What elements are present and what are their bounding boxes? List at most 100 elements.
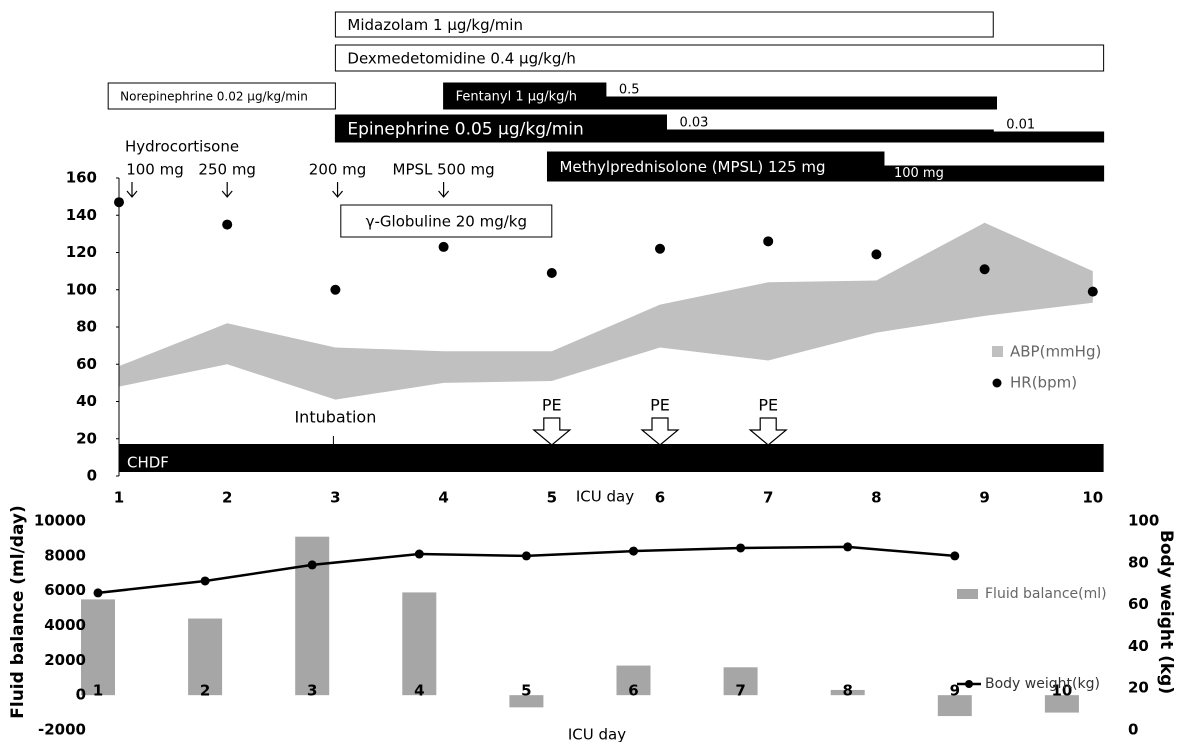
y2-axis-title: Body weight (kg) [1156,530,1176,694]
weight-point [629,546,638,556]
x-tick-label: 9 [979,489,989,507]
y2-tick-label: 20 [1128,679,1149,697]
y-tick-label: 140 [66,206,97,224]
x-tick-label: 3 [307,682,317,700]
legend-swatch [965,680,973,688]
drug-label: Fentanyl 1 μg/kg/h [456,90,577,105]
legend-label: HR(bpm) [1010,374,1077,392]
drug-bar [546,151,885,182]
legend-label: Body weight(kg) [985,676,1100,692]
drug-bar [665,129,994,143]
weight-point [93,588,103,598]
drug-bar [107,82,336,110]
y2-tick-label: 0 [1128,721,1138,739]
x-tick-label: 7 [735,682,745,700]
hydrocortisone-label: Hydrocortisone [125,138,239,156]
legend-swatch [992,378,1002,388]
weight-point [200,576,210,586]
dose-label: 250 mg [198,161,256,179]
y-tick-label: 40 [76,392,97,410]
x-tick-label: 9 [950,682,960,700]
legend-label: Fluid balance(ml) [985,586,1107,602]
x-tick-label: 4 [438,489,448,507]
hr-point [655,243,665,254]
x-tick-label: 7 [763,489,773,507]
hr-point [438,241,449,252]
pe-arrow [748,417,788,446]
drug-bar [992,131,1105,143]
y2-tick-label: 80 [1128,553,1149,571]
y-tick-label: 8000 [44,546,86,564]
pe-label: PE [650,396,670,415]
y-tick-label: 2000 [44,651,86,669]
pe-arrow [532,417,572,446]
y-tick-label: 160 [66,169,97,187]
abp-band [119,222,1093,400]
y-tick-label: 4000 [44,616,86,634]
hr-point [763,236,774,247]
fluid-bar [188,618,223,696]
x-tick-label: 10 [1051,682,1072,700]
legend-swatch [957,589,978,599]
y-tick-label: 120 [66,243,97,261]
drug-label: Methylprednisolone (MPSL) 125 mg [559,158,825,176]
weight-point [843,542,853,552]
pe-label: PE [542,396,562,415]
intubation-label: Intubation [294,408,376,427]
x-tick-label: 6 [628,682,638,700]
drug-label: Dexmedetomidine 0.4 μg/kg/h [347,50,576,68]
chdf-label: CHDF [127,454,169,472]
drug-label: Midazolam 1 μg/kg/min [347,16,523,34]
fluid-bar [830,689,865,696]
fluid-bar [616,665,651,696]
fluid-bar [509,695,544,708]
y-tick-label: 100 [66,280,97,298]
y-tick-label: -2000 [38,721,86,739]
globuline-box [340,204,553,238]
y2-tick-label: 40 [1128,637,1149,655]
x-tick-label: 10 [1082,489,1103,507]
chdf-bar [119,444,1104,472]
arrow-head [221,190,233,198]
x-tick-label: 1 [114,489,124,507]
dose-label: 200 mg [309,161,367,179]
pe-label: PE [758,396,778,415]
y-tick-label: 10000 [34,512,86,530]
weight-point [736,543,746,553]
x-tick-label: 6 [655,489,665,507]
fluid-bar [1044,695,1079,713]
drug-bar [334,11,994,38]
dose-change-label: 100 mg [894,166,944,181]
y-tick-label: 60 [76,355,97,373]
drug-bar [334,114,667,143]
y-tick-label: 80 [76,318,97,336]
weight-point [521,551,531,561]
globuline-label: γ-Globuline 20 mg/kg [366,213,527,231]
hr-point [222,219,233,230]
y-tick-label: 0 [87,467,97,485]
fluid-bar [81,599,115,696]
x-tick-label: 4 [414,682,424,700]
legend-label: ABP(mmHg) [1010,343,1101,361]
legend-swatch [992,346,1003,357]
fluid-bar [723,667,758,696]
drug-bar [605,96,998,110]
arrow-head [126,190,138,198]
x-tick-label: 3 [330,489,340,507]
drug-label: Epinephrine 0.05 μg/kg/min [347,120,583,140]
fluid-bar [402,592,437,696]
y-tick-label: 0 [76,686,86,704]
drug-bar [443,82,607,110]
hr-point [330,284,341,295]
drug-label: Norepinephrine 0.02 μg/kg/min [120,90,308,104]
x-tick-label: 8 [871,489,881,507]
fluid-bar [937,695,972,717]
dose-label: 100 mg [126,161,184,179]
dose-label: MPSL 500 mg [393,161,495,179]
dose-change-label: 0.03 [679,116,708,131]
x-tick-label: 2 [200,682,210,700]
weight-point [950,551,960,561]
x-tick-label: 5 [547,489,557,507]
x-axis-title: ICU day [568,726,626,742]
